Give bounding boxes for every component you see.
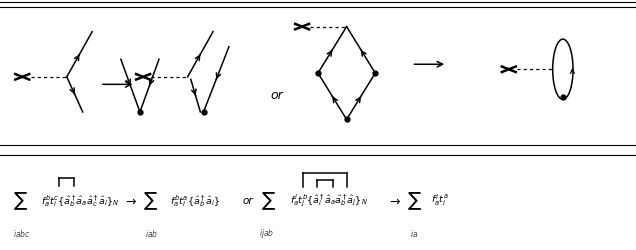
Text: $iabc$: $iabc$ <box>13 227 31 238</box>
Text: $\rightarrow$: $\rightarrow$ <box>387 194 401 206</box>
Text: $f_a^b t_i^a \{\hat{a}_b^\dagger \hat{a}_i\}$: $f_a^b t_i^a \{\hat{a}_b^\dagger \hat{a}… <box>170 192 221 208</box>
Text: $ia$: $ia$ <box>410 227 418 238</box>
Text: $\sum$: $\sum$ <box>143 189 158 211</box>
Text: $\sum$: $\sum$ <box>13 189 27 211</box>
Text: $\rightarrow$: $\rightarrow$ <box>123 194 137 206</box>
Text: $f_a^i t_j^b \{\hat{a}_i^\dagger \hat{a}_a \hat{a}_b^\dagger \hat{a}_j\}_N$: $f_a^i t_j^b \{\hat{a}_i^\dagger \hat{a}… <box>290 192 368 208</box>
Text: $ijab$: $ijab$ <box>259 226 275 239</box>
Text: $iab$: $iab$ <box>145 227 158 238</box>
Text: $f_a^b t_i^c \{\hat{a}_b^\dagger \hat{a}_a \hat{a}_c^\dagger \hat{a}_i\}_N$: $f_a^b t_i^c \{\hat{a}_b^\dagger \hat{a}… <box>41 192 120 208</box>
Text: or: or <box>243 195 253 205</box>
Text: $f_a^i t_i^a$: $f_a^i t_i^a$ <box>431 192 448 208</box>
Text: or: or <box>270 88 283 102</box>
Text: $\sum$: $\sum$ <box>407 189 422 211</box>
Text: $\sum$: $\sum$ <box>261 189 275 211</box>
